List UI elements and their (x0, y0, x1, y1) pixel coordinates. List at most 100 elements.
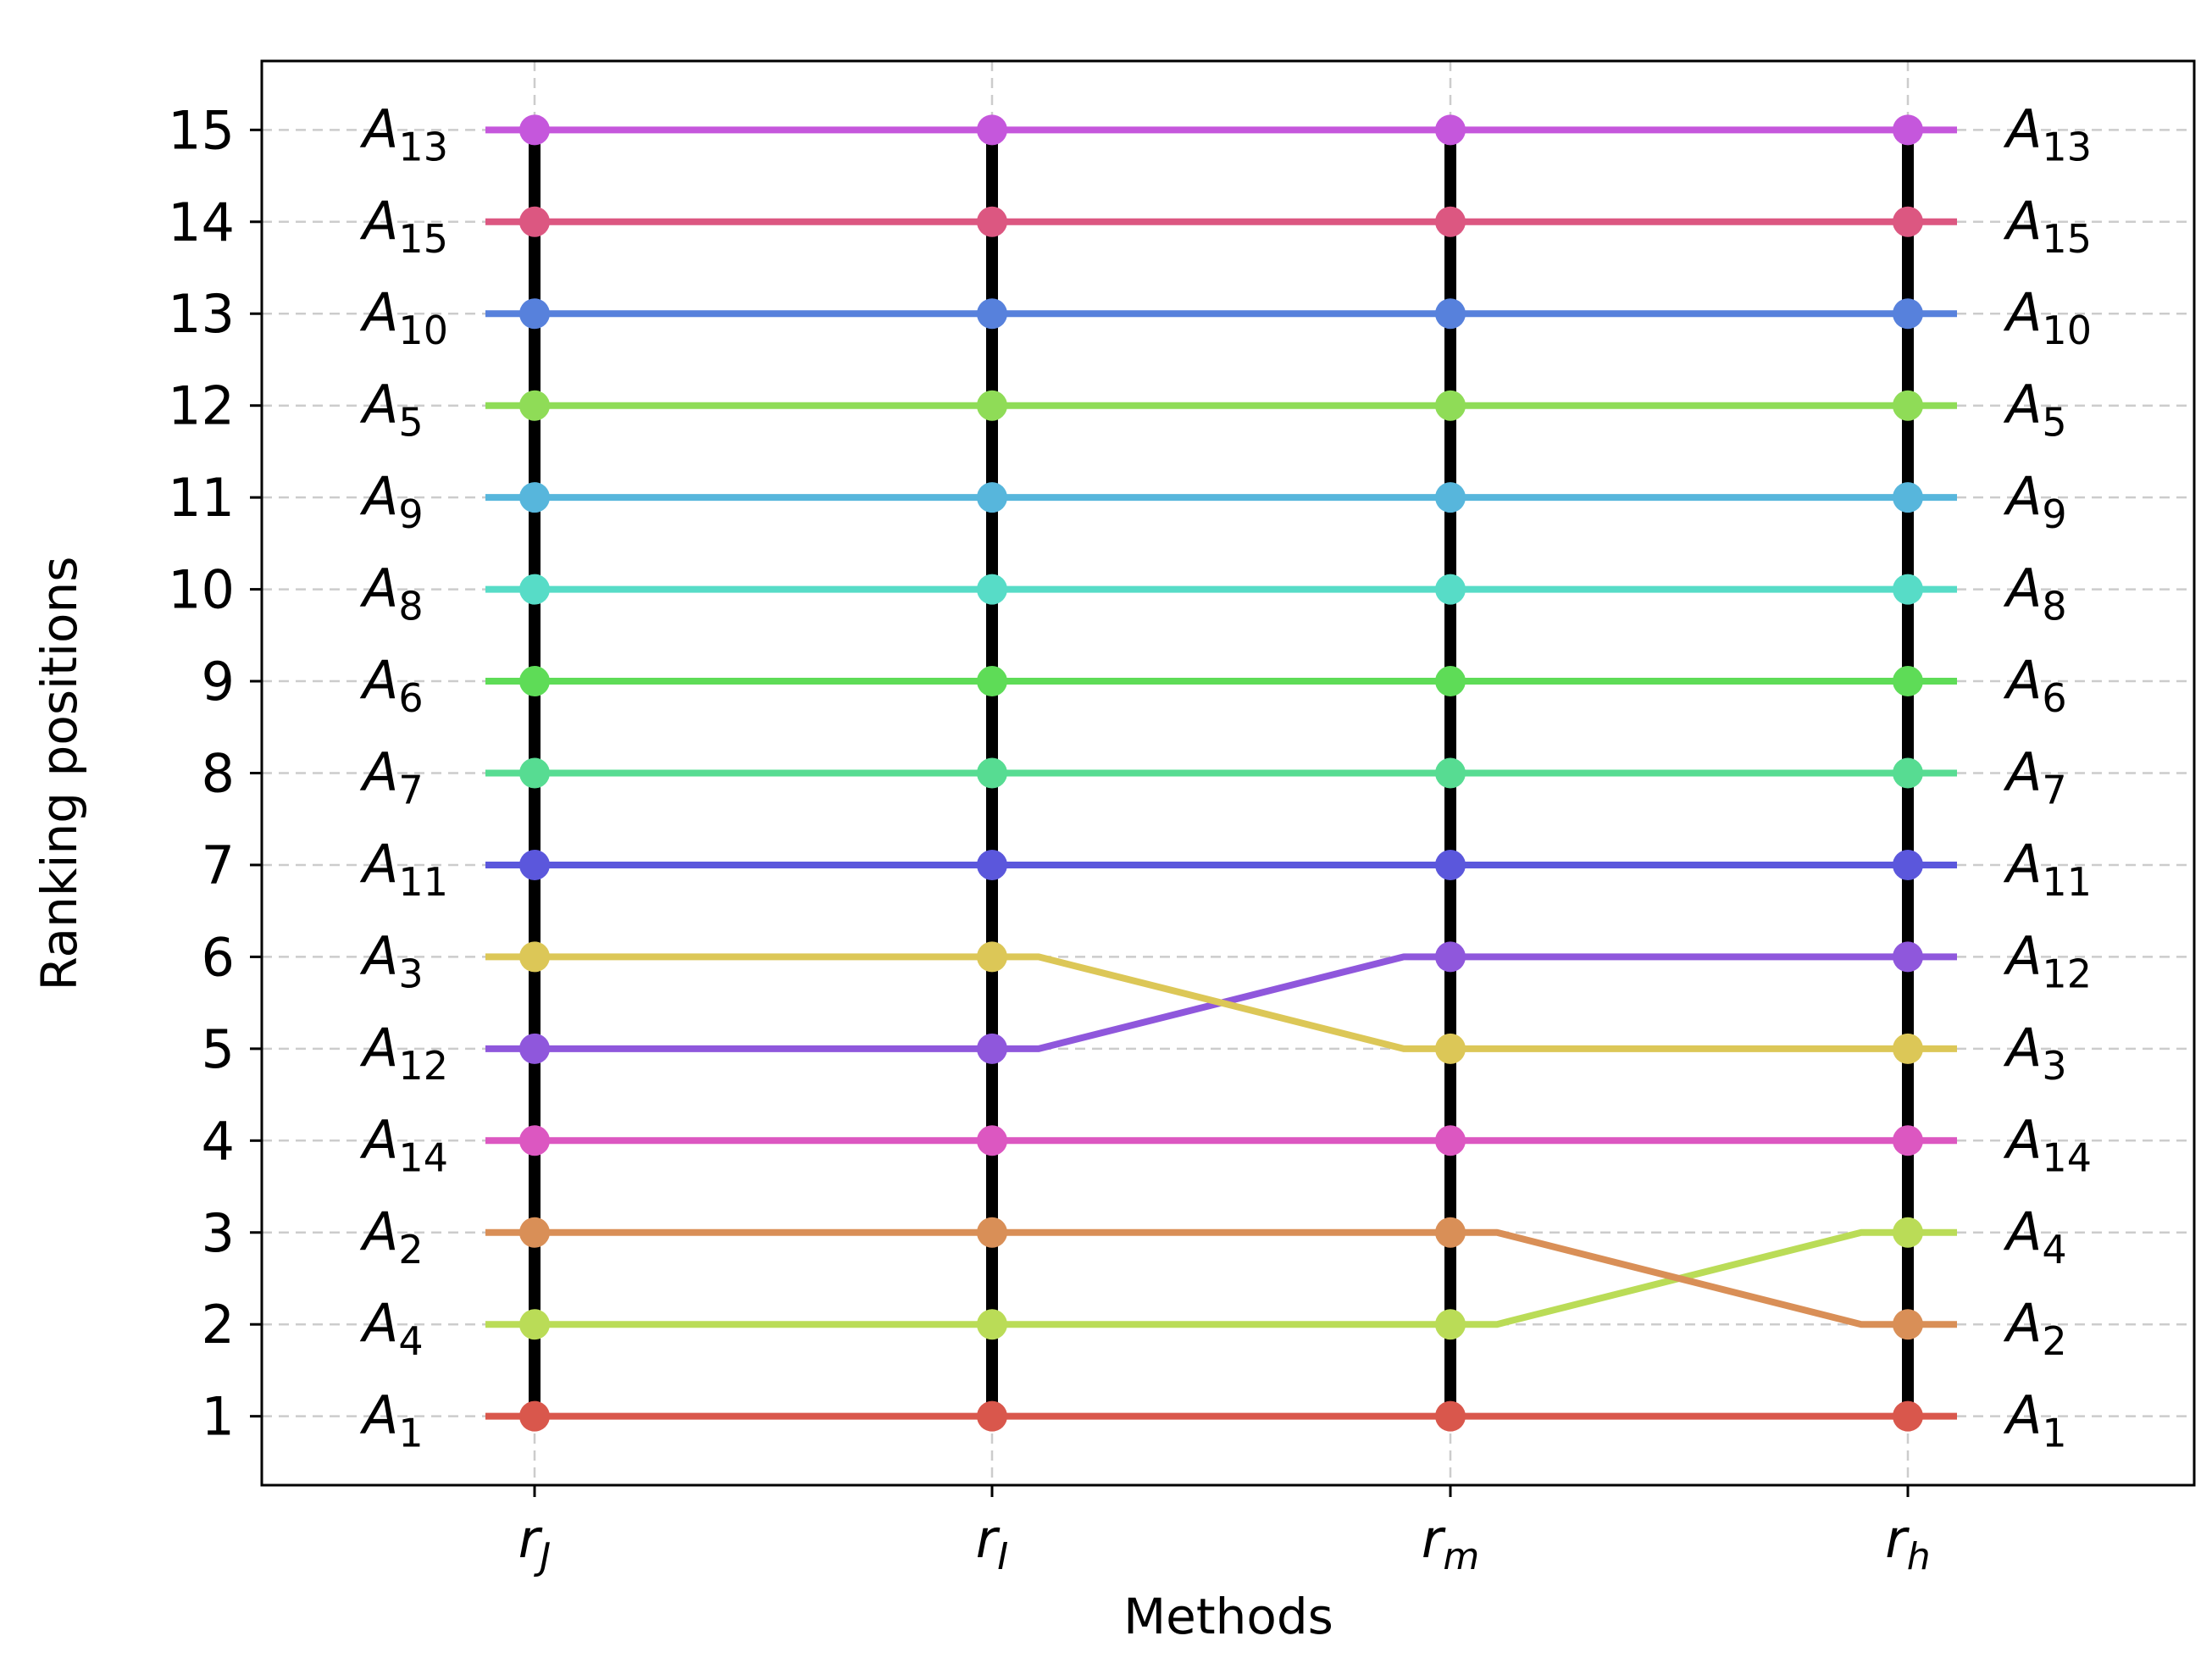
left-alternative-labels: A1 A4 A2 A14 A12 A3 A11 A7 A6 A8 A9 A5 A10 A15 A13 (359, 97, 448, 1456)
point-A2 (977, 1217, 1007, 1248)
point-A1 (519, 1400, 550, 1432)
point-A3 (519, 941, 550, 973)
y-tick-label: 2 (202, 1294, 235, 1356)
right-label-A3: A3 (2003, 1017, 2067, 1089)
point-A12 (977, 1033, 1007, 1064)
right-label-A6: A6 (2003, 649, 2067, 721)
point-A13 (1893, 114, 1923, 146)
y-tick-label: 3 (202, 1202, 235, 1264)
point-A13 (977, 114, 1007, 146)
point-A12 (1435, 941, 1466, 973)
point-A1 (1893, 1400, 1923, 1432)
point-A2 (519, 1217, 550, 1248)
y-tick-label: 6 (202, 926, 235, 988)
point-A13 (1435, 114, 1466, 146)
point-A12 (1893, 941, 1923, 973)
right-label-A14: A14 (2003, 1108, 2092, 1180)
point-A11 (977, 849, 1007, 880)
point-A5 (519, 390, 550, 421)
x-tick-label: rm (1422, 1508, 1479, 1578)
y-tick-label: 9 (202, 651, 235, 713)
point-A1 (1435, 1400, 1466, 1432)
point-A7 (519, 757, 550, 789)
x-tick-label: rI (976, 1508, 1008, 1578)
x-tick-label: rJ (518, 1508, 551, 1578)
left-label-A8: A8 (359, 557, 424, 629)
point-A5 (1435, 390, 1466, 421)
y-tick-label: 10 (168, 559, 235, 621)
right-label-A9: A9 (2003, 465, 2067, 537)
point-A8 (1435, 574, 1466, 605)
series-line-A3 (485, 953, 1957, 1052)
point-A7 (977, 757, 1007, 789)
point-A8 (519, 574, 550, 605)
y-tick-label: 11 (168, 467, 235, 529)
point-A4 (977, 1309, 1007, 1340)
point-A15 (519, 206, 550, 237)
point-A3 (1893, 1033, 1923, 1064)
point-A15 (1893, 206, 1923, 237)
point-A14 (519, 1125, 550, 1156)
left-label-A9: A9 (359, 465, 424, 537)
point-A8 (977, 574, 1007, 605)
point-A2 (1893, 1309, 1923, 1340)
point-A11 (1435, 849, 1466, 880)
point-A10 (519, 298, 550, 330)
right-label-A1: A1 (2003, 1384, 2067, 1456)
left-label-A7: A7 (359, 741, 424, 813)
left-label-A5: A5 (359, 374, 424, 446)
y-tick-label: 14 (168, 191, 235, 253)
left-label-A12: A12 (359, 1017, 448, 1089)
left-label-A2: A2 (359, 1201, 424, 1273)
point-A10 (1893, 298, 1923, 330)
y-tick-label: 4 (202, 1110, 235, 1172)
point-A13 (519, 114, 550, 146)
right-label-A11: A11 (2003, 833, 2092, 905)
left-label-A3: A3 (359, 924, 424, 996)
y-tick-label: 12 (168, 375, 235, 437)
point-A14 (1435, 1125, 1466, 1156)
point-A11 (1893, 849, 1923, 880)
x-axis-label: Methods (1123, 1588, 1333, 1645)
point-A9 (977, 482, 1007, 513)
right-label-A8: A8 (2003, 557, 2067, 629)
left-label-A14: A14 (359, 1108, 448, 1180)
right-alternative-labels: A1 A4 A2 A14 A12 A3 A11 A7 A6 A8 A9 A5 A10 A15 A13 (2003, 97, 2092, 1456)
point-A9 (1893, 482, 1923, 513)
y-tick-label: 7 (202, 835, 235, 896)
point-A7 (1435, 757, 1466, 789)
left-label-A15: A15 (359, 190, 448, 262)
point-A6 (977, 666, 1007, 697)
point-A9 (519, 482, 550, 513)
left-label-A6: A6 (359, 649, 424, 721)
point-A6 (1435, 666, 1466, 697)
axis-ticks (250, 128, 1910, 1497)
point-A14 (1893, 1125, 1923, 1156)
point-A4 (1435, 1309, 1466, 1340)
y-tick-label: 5 (202, 1018, 235, 1080)
left-label-A11: A11 (359, 833, 448, 905)
right-label-A4: A4 (2003, 1201, 2067, 1273)
point-A12 (519, 1033, 550, 1064)
point-A4 (519, 1309, 550, 1340)
point-A5 (1893, 390, 1923, 421)
point-A8 (1893, 574, 1923, 605)
point-A5 (977, 390, 1007, 421)
y-tick-label: 8 (202, 743, 235, 805)
point-A3 (1435, 1033, 1466, 1064)
point-A2 (1435, 1217, 1466, 1248)
point-A4 (1893, 1217, 1923, 1248)
point-A11 (519, 849, 550, 880)
right-label-A7: A7 (2003, 741, 2067, 813)
y-tick-label: 1 (202, 1386, 235, 1448)
point-A6 (1893, 666, 1923, 697)
y-tick-label: 15 (168, 99, 235, 161)
left-label-A1: A1 (359, 1384, 424, 1456)
right-label-A2: A2 (2003, 1292, 2067, 1364)
x-tick-label: rh (1885, 1508, 1930, 1578)
y-tick-label: 13 (168, 283, 235, 345)
y-axis-label: Ranking positions (30, 557, 88, 991)
